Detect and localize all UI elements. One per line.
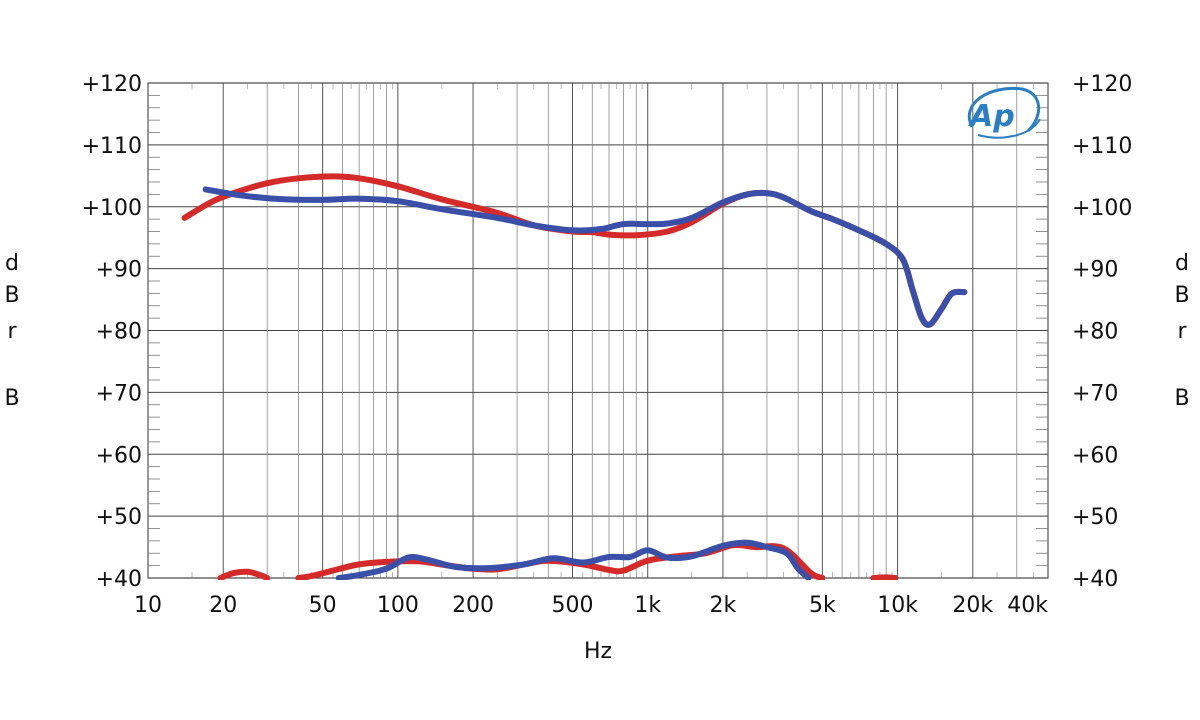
y-label-letter: B xyxy=(4,283,19,308)
x-tick-label: 10k xyxy=(877,593,918,618)
y-tick-label: +120 xyxy=(82,72,142,97)
x-tick-label: 500 xyxy=(551,593,593,618)
series-2 xyxy=(202,186,968,580)
y-tick-label: +40 xyxy=(96,567,142,592)
curves xyxy=(181,173,968,580)
y-axis-label-right: d B r B xyxy=(1174,251,1189,411)
ap-logo-text: Ap xyxy=(968,99,1015,134)
y-tick-label: +60 xyxy=(1072,443,1118,468)
x-tick-label: 200 xyxy=(452,593,494,618)
y-tick-label: +90 xyxy=(96,258,142,283)
y-label-letter: d xyxy=(1175,251,1189,276)
x-tick-label: 100 xyxy=(377,593,419,618)
series-line xyxy=(335,539,812,580)
y-tick-label: +50 xyxy=(1072,505,1118,530)
y-axis-right: +120 +110 +100 +90 +80 +70 +60 +50 +40 xyxy=(1072,72,1132,592)
y-tick-label: +110 xyxy=(1072,134,1132,159)
y-label-letter: B xyxy=(4,386,19,411)
y-tick-label: +70 xyxy=(96,381,142,406)
x-tick-label: 20k xyxy=(952,593,993,618)
y-tick-label: +40 xyxy=(1072,567,1118,592)
y-axis-left: +120 +110 +100 +90 +80 +70 +60 +50 +40 xyxy=(82,72,142,592)
x-tick-label: 40k xyxy=(1007,593,1048,618)
x-tick-label: 1k xyxy=(634,593,661,618)
y-tick-label: +90 xyxy=(1072,258,1118,283)
y-label-letter: d xyxy=(5,251,19,276)
x-tick-label: 2k xyxy=(710,593,737,618)
y-label-letter: r xyxy=(7,319,17,344)
x-tick-label: 50 xyxy=(309,593,337,618)
x-axis-label: Hz xyxy=(584,639,612,664)
x-axis: 10 20 50 100 200 500 1k 2k 5k 10k 20k 40k xyxy=(134,593,1048,618)
y-tick-label: +80 xyxy=(96,320,142,345)
y-tick-label: +100 xyxy=(82,196,142,221)
series-line xyxy=(217,568,271,580)
y-tick-label: +80 xyxy=(1072,320,1118,345)
x-tick-label: 20 xyxy=(209,593,237,618)
y-tick-label: +70 xyxy=(1072,381,1118,406)
y-tick-label: +100 xyxy=(1072,196,1132,221)
y-tick-label: +110 xyxy=(82,134,142,159)
y-axis-label-left: d B r B xyxy=(4,251,19,411)
y-label-letter: r xyxy=(1177,319,1187,344)
series-line xyxy=(870,574,899,580)
x-tick-label: 10 xyxy=(134,593,162,618)
y-label-letter: B xyxy=(1174,386,1189,411)
x-tick-label: 5k xyxy=(809,593,836,618)
series-line xyxy=(202,186,968,328)
y-tick-label: +50 xyxy=(96,505,142,530)
ap-logo: Ap xyxy=(968,86,1041,139)
y-tick-label: +60 xyxy=(96,443,142,468)
y-tick-label: +120 xyxy=(1072,72,1132,97)
y-label-letter: B xyxy=(1174,283,1189,308)
grid xyxy=(147,82,1049,579)
